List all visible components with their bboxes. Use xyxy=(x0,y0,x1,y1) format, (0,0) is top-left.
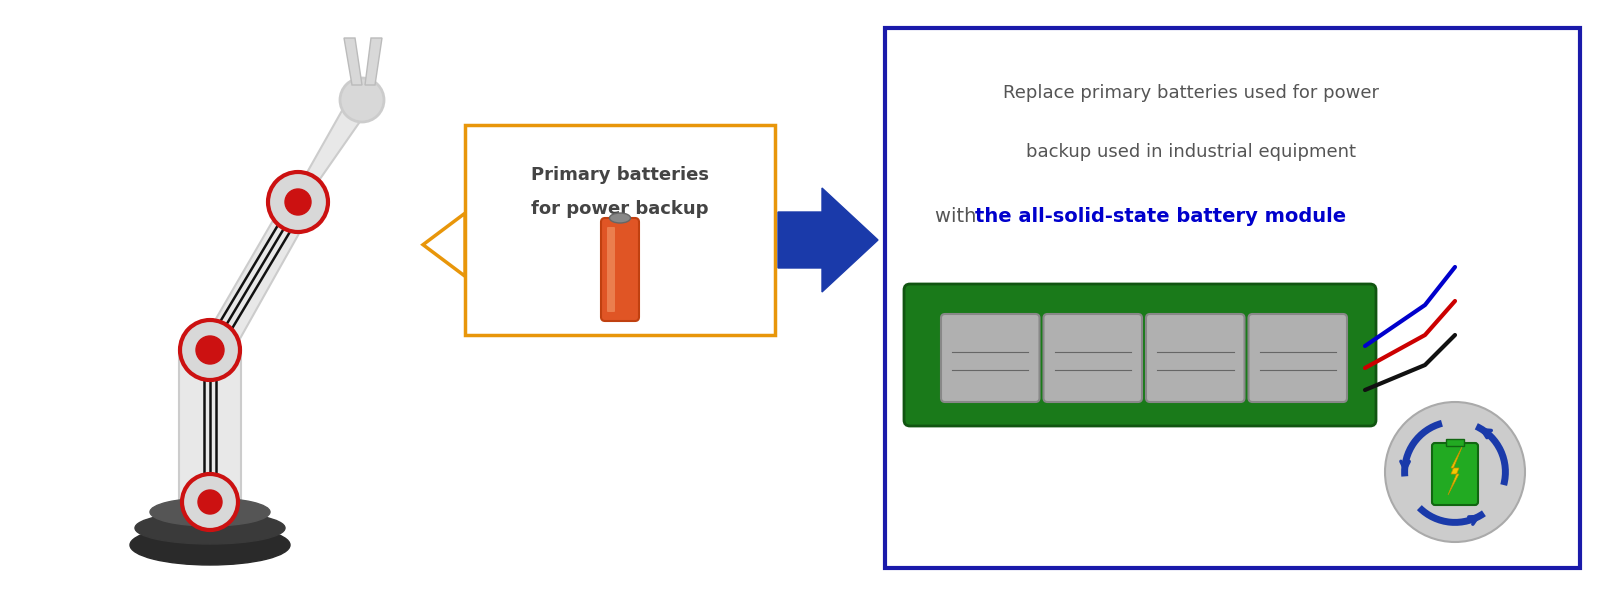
FancyBboxPatch shape xyxy=(1248,314,1347,402)
Circle shape xyxy=(195,336,224,364)
Polygon shape xyxy=(365,38,382,85)
Polygon shape xyxy=(192,205,315,360)
Circle shape xyxy=(269,172,328,232)
Text: Primary batteries: Primary batteries xyxy=(531,166,709,185)
Text: the all-solid-state battery module: the all-solid-state battery module xyxy=(974,208,1346,227)
Polygon shape xyxy=(1448,447,1462,495)
Polygon shape xyxy=(778,188,878,292)
Polygon shape xyxy=(422,213,466,276)
Polygon shape xyxy=(283,100,374,215)
Circle shape xyxy=(182,474,238,530)
FancyBboxPatch shape xyxy=(602,218,638,321)
FancyBboxPatch shape xyxy=(904,284,1376,426)
FancyBboxPatch shape xyxy=(179,344,242,511)
Bar xyxy=(1446,439,1464,446)
Ellipse shape xyxy=(134,512,285,544)
Text: Replace primary batteries used for power: Replace primary batteries used for power xyxy=(1003,84,1379,102)
FancyBboxPatch shape xyxy=(1146,314,1245,402)
FancyBboxPatch shape xyxy=(885,28,1581,568)
Polygon shape xyxy=(344,38,362,85)
Circle shape xyxy=(198,490,222,514)
Circle shape xyxy=(285,189,310,215)
Ellipse shape xyxy=(130,525,290,565)
FancyBboxPatch shape xyxy=(1432,443,1478,505)
Ellipse shape xyxy=(610,213,630,223)
FancyBboxPatch shape xyxy=(466,125,774,335)
Text: backup used in industrial equipment: backup used in industrial equipment xyxy=(1026,143,1355,161)
FancyBboxPatch shape xyxy=(1043,314,1142,402)
FancyBboxPatch shape xyxy=(606,227,614,312)
Circle shape xyxy=(179,320,240,380)
Circle shape xyxy=(1386,402,1525,542)
Text: with: with xyxy=(934,208,982,227)
Text: for power backup: for power backup xyxy=(531,200,709,218)
Ellipse shape xyxy=(150,498,270,526)
Circle shape xyxy=(339,78,384,122)
FancyBboxPatch shape xyxy=(941,314,1040,402)
